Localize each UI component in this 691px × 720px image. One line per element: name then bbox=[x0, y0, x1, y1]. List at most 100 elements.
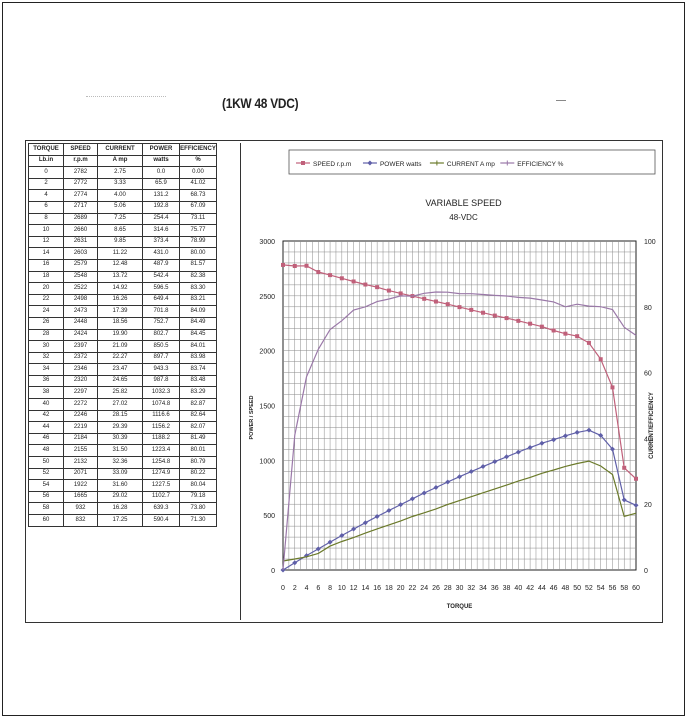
x-tick-label: 10 bbox=[338, 585, 346, 592]
y-tick-label: 0 bbox=[271, 568, 275, 575]
table-row: 50 2132 32.36 1254.8 80.79 bbox=[28, 456, 217, 469]
table-cell: 2424 bbox=[63, 328, 98, 342]
y2-tick-label: 0 bbox=[644, 568, 648, 575]
table-cell: 19.90 bbox=[97, 328, 143, 342]
table-cell: 192.8 bbox=[142, 200, 180, 214]
table-units-row: Lb.in r.p.m A mp watts% bbox=[28, 154, 217, 168]
table-cell: 5.06 bbox=[97, 200, 143, 214]
power-point bbox=[527, 445, 533, 451]
table-cell: 81.57 bbox=[179, 258, 217, 272]
column-unit: watts bbox=[142, 154, 180, 168]
table-cell: 17.39 bbox=[97, 305, 143, 318]
table-row: 28 2424 19.90 802.7 84.45 bbox=[28, 328, 217, 342]
table-cell: 82.38 bbox=[179, 270, 217, 284]
power-point bbox=[515, 449, 521, 455]
performance-table: TORQUE SPEED CURRENT POWER EFFICIENCY Lb.in r… bbox=[28, 143, 217, 527]
table-cell: 1922 bbox=[63, 479, 98, 492]
power-point bbox=[480, 464, 486, 470]
table-cell: 50 bbox=[28, 456, 64, 469]
legend-marker bbox=[367, 160, 373, 166]
speed-point bbox=[610, 385, 615, 390]
table-cell: 2272 bbox=[63, 398, 98, 411]
table-cell: 2473 bbox=[63, 305, 98, 318]
power-point bbox=[386, 508, 392, 514]
speed-point bbox=[598, 357, 603, 362]
power-point bbox=[609, 446, 615, 452]
table-cell: 314.6 bbox=[142, 224, 180, 237]
y-tick-label: 2500 bbox=[259, 294, 275, 301]
speed-point bbox=[539, 324, 544, 329]
power-point bbox=[562, 433, 568, 439]
table-cell: 1116.6 bbox=[142, 409, 180, 423]
x-tick-label: 40 bbox=[514, 585, 522, 592]
table-cell: 1274.9 bbox=[142, 467, 180, 481]
table-cell: 0 bbox=[28, 166, 64, 179]
table-cell: 83.48 bbox=[179, 374, 217, 388]
table-cell: 1223.4 bbox=[142, 444, 180, 458]
power-point bbox=[398, 502, 404, 508]
y-tick-label: 500 bbox=[263, 513, 275, 520]
series-line-2 bbox=[282, 460, 637, 562]
table-row: 40 2272 27.02 1074.8 82.87 bbox=[28, 398, 217, 411]
speed-point bbox=[586, 340, 591, 345]
table-cell: 44 bbox=[28, 421, 64, 434]
table-cell: 542.4 bbox=[142, 270, 180, 284]
table-cell: 8 bbox=[28, 212, 64, 226]
table-cell: 13.72 bbox=[97, 270, 143, 284]
table-cell: 82.87 bbox=[179, 398, 217, 411]
table-cell: 14.92 bbox=[97, 282, 143, 295]
table-cell: 84.45 bbox=[179, 328, 217, 342]
power-point bbox=[539, 440, 545, 446]
power-point bbox=[551, 437, 557, 443]
speed-point bbox=[563, 331, 568, 336]
table-cell: 1102.7 bbox=[142, 490, 180, 504]
speed-point bbox=[551, 328, 556, 333]
table-cell: 83.74 bbox=[179, 363, 217, 376]
table-cell: 83.21 bbox=[179, 293, 217, 307]
column-header: EFFICIENCY bbox=[179, 143, 217, 156]
table-cell: 41.02 bbox=[179, 177, 217, 191]
table-row: 2 2772 3.33 65.9 41.02 bbox=[28, 177, 217, 191]
table-cell: 22.27 bbox=[97, 351, 143, 365]
page-title: (1KW 48 VDC) bbox=[222, 95, 299, 111]
speed-point bbox=[363, 282, 368, 287]
column-unit: Lb.in bbox=[28, 154, 64, 168]
table-row: 12 2631 9.85 373.4 78.99 bbox=[28, 235, 217, 249]
speed-point bbox=[328, 273, 333, 278]
table-cell: 32.36 bbox=[97, 456, 143, 469]
table-row: 38 2297 25.82 1032.3 83.29 bbox=[28, 386, 217, 400]
table-row: 56 1665 29.02 1102.7 79.18 bbox=[28, 490, 217, 504]
table-cell: 80.01 bbox=[179, 444, 217, 458]
table-cell: 431.0 bbox=[142, 247, 180, 260]
x-tick-label: 22 bbox=[409, 585, 417, 592]
legend-marker bbox=[301, 161, 305, 165]
table-cell: 2346 bbox=[63, 363, 98, 376]
table-cell: 7.25 bbox=[97, 212, 143, 226]
x-tick-label: 46 bbox=[550, 585, 558, 592]
y-tick-label: 1500 bbox=[259, 404, 275, 411]
table-cell: 18 bbox=[28, 270, 64, 284]
table-cell: 2548 bbox=[63, 270, 98, 284]
column-header: SPEED bbox=[63, 143, 98, 156]
spec-sheet bbox=[25, 140, 663, 623]
table-cell: 84.09 bbox=[179, 305, 217, 318]
x-tick-label: 52 bbox=[585, 585, 593, 592]
table-cell: 78.99 bbox=[179, 235, 217, 249]
x-tick-label: 6 bbox=[316, 585, 320, 592]
table-row: 20 2522 14.92 596.5 83.30 bbox=[28, 282, 217, 295]
speed-point bbox=[398, 291, 403, 296]
table-cell: 487.9 bbox=[142, 258, 180, 272]
table-cell: 2522 bbox=[63, 282, 98, 295]
table-row: 4 2774 4.00 131.2 68.73 bbox=[28, 189, 217, 202]
table-row: 8 2689 7.25 254.4 73.11 bbox=[28, 212, 217, 226]
table-cell: 38 bbox=[28, 386, 64, 400]
table-cell: 897.7 bbox=[142, 351, 180, 365]
table-cell: 649.4 bbox=[142, 293, 180, 307]
table-cell: 73.11 bbox=[179, 212, 217, 226]
speed-point bbox=[422, 296, 427, 301]
table-cell: 24 bbox=[28, 305, 64, 318]
legend-label: SPEED r.p.m bbox=[313, 161, 351, 168]
power-point bbox=[351, 526, 357, 532]
speed-point bbox=[634, 476, 638, 481]
table-cell: 67.09 bbox=[179, 200, 217, 214]
